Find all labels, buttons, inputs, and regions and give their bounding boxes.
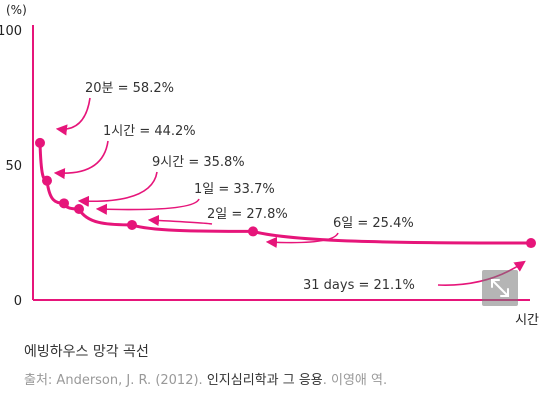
annotation-label: 1시간 = 44.2% (103, 124, 196, 139)
data-point (248, 226, 258, 237)
annotation-arrow (95, 198, 200, 215)
y-axis-unit: (%) (6, 3, 27, 17)
expand-arrows-icon (491, 279, 509, 297)
source-book-title: 인지심리학과 그 응용 (206, 373, 323, 388)
annotation-arrow (53, 140, 109, 180)
data-point (74, 204, 84, 215)
y-tick-label: 0 (14, 294, 22, 309)
data-point (127, 219, 137, 230)
annotation-label: 6일 = 25.4% (333, 216, 414, 231)
data-points (35, 137, 536, 249)
source-prefix: 출처: Anderson, J. R. (2012). (24, 373, 207, 388)
figure-caption: 에빙하우스 망각 곡선 (24, 344, 149, 360)
forgetting-curve-line (38, 142, 532, 245)
annotation-arrow (147, 214, 213, 227)
curve-layer (38, 142, 532, 245)
data-point (42, 175, 52, 186)
annotation-labels: 20분 = 58.2% 1시간 = 44.2% 9시간 = 35.8% 1일 = 33… (85, 81, 415, 293)
annotation-arrow (55, 97, 91, 136)
data-point (59, 198, 69, 209)
annotation-label: 20분 = 58.2% (85, 81, 174, 96)
data-point (526, 238, 536, 249)
expand-button[interactable] (482, 270, 518, 306)
annotation-arrow (265, 232, 339, 249)
x-axis-label: 시간 (515, 313, 539, 328)
annotation-arrow (77, 171, 158, 207)
annotation-label: 2일 = 27.8% (207, 207, 288, 222)
chart-axes: (%) 0 50 100 시간 (0, 3, 539, 328)
data-point (35, 137, 45, 148)
figure-source: 출처: Anderson, J. R. (2012). 인지심리학과 그 응용.… (24, 369, 387, 388)
y-tick-label: 50 (5, 159, 22, 174)
annotation-label: 9시간 = 35.8% (152, 155, 245, 170)
y-tick-label: 100 (0, 24, 22, 39)
annotation-label: 31 days = 21.1% (303, 278, 415, 293)
source-suffix: . 이영애 역. (322, 373, 388, 388)
forgetting-curve-chart: (%) 0 50 100 시간 20분 = 58.2% 1시간 = 44.2% 9시간 = … (0, 3, 539, 328)
annotation-label: 1일 = 33.7% (194, 182, 275, 197)
